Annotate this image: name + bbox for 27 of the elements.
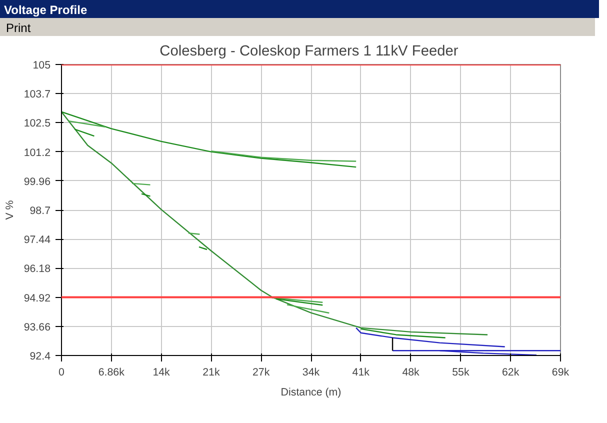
text: Print [6,20,31,37]
y-tick-label: 101.2 [24,146,51,159]
x-tick-label: 41k [352,366,370,378]
y-tick-label: 102.5 [24,118,51,130]
x-tick-label: 14k [152,366,171,378]
chart-title: Colesberg - Coleskop Farmers 1 11kV Feeder [160,44,458,60]
x-tick-label: 6.86k [98,366,126,378]
y-tick-label: 93.66 [24,321,51,334]
y-tick-label: 98.7 [30,205,51,217]
x-tick-label: 48k [402,366,420,378]
y-tick-label: 92.4 [30,350,51,362]
y-tick-label: 103.7 [24,88,51,101]
text: Voltage Profile [4,2,88,19]
y-axis-title: V % [4,200,16,220]
y-tick-label: 99.96 [24,176,51,188]
x-axis-title: Distance (m) [280,386,342,398]
x-tick-label: 34k [302,366,320,378]
x-tick-label: 27k [252,366,270,378]
x-tick-label: 0 [58,366,65,378]
x-tick-label: 62k [502,366,520,378]
y-tick-label: 97.44 [24,234,51,246]
y-tick-label: 94.92 [24,292,51,304]
x-tick-label: 69k [552,366,570,378]
y-tick-label: 105 [32,60,51,72]
x-tick-label: 21k [202,366,220,378]
x-tick-label: 55k [452,366,470,378]
y-tick-label: 96.18 [24,263,51,276]
